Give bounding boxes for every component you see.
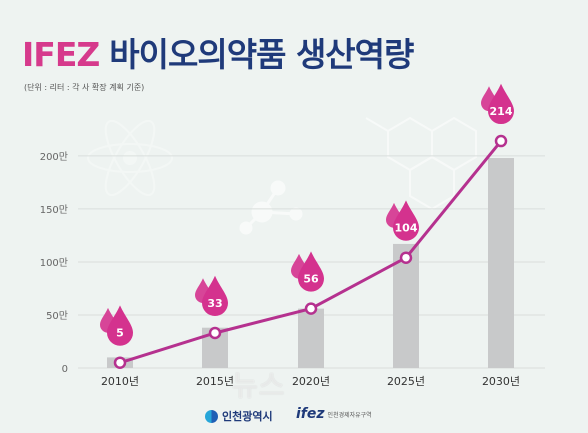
title-brand: IFEZ [22, 35, 100, 74]
data-label: 5 [116, 327, 124, 340]
y-tick-label: 150만 [40, 204, 68, 216]
bar [298, 308, 324, 368]
incheon-logo-icon [205, 409, 218, 423]
footer: 인천광역시 ifez 인천경제자유구역 [0, 400, 588, 433]
y-tick-label: 100만 [40, 257, 68, 269]
data-label: 214 [490, 105, 513, 118]
water-drop-icon [291, 251, 324, 292]
data-point [113, 356, 127, 369]
y-tick-label: 50만 [46, 310, 68, 322]
bar [488, 158, 514, 368]
chart: 0 50만 100만 150만 200만 5 33 56 104 214 2010년 2015년 2… [40, 83, 545, 388]
data-label: 33 [207, 297, 222, 310]
atom-icon [87, 119, 173, 197]
water-drop-icon [386, 200, 419, 241]
data-point [399, 251, 413, 264]
incheon-logo: 인천광역시 [205, 408, 273, 424]
y-tick-label: 0 [62, 364, 68, 375]
x-tick-label: 2020년 [292, 375, 330, 388]
hexagon-structure-icon [365, 116, 477, 211]
y-tick-label: 200만 [40, 151, 68, 163]
x-tick-label: 2010년 [101, 375, 139, 388]
x-tick-label: 2025년 [387, 375, 425, 388]
data-point [304, 302, 318, 315]
bar [393, 243, 419, 368]
water-drop-icon [100, 305, 133, 346]
water-drop-icon [481, 83, 514, 125]
data-label: 56 [303, 273, 319, 286]
x-tick-label: 2030년 [482, 375, 520, 388]
ifez-logo: ifez 인천경제자유구역 [296, 406, 372, 422]
ifez-logo-subtext: 인천경제자유구역 [327, 411, 372, 419]
data-label: 104 [395, 222, 418, 235]
molecule-icon [239, 180, 303, 235]
title-rest: 바이오의약품 생산역량 [109, 35, 414, 74]
watermark: 뉴스 [232, 369, 286, 402]
chart-title: IFEZ 바이오의약품 생산역량 [22, 28, 414, 76]
incheon-logo-text: 인천광역시 [222, 410, 273, 423]
x-tick-label: 2015년 [196, 375, 234, 388]
data-point [494, 134, 508, 148]
water-drop-icon [195, 275, 228, 317]
ifez-logo-text: ifez [296, 406, 325, 422]
data-point [208, 326, 222, 340]
unit-note: (단위 : 리터 : 각 사 확장 계획 기준) [24, 83, 145, 92]
